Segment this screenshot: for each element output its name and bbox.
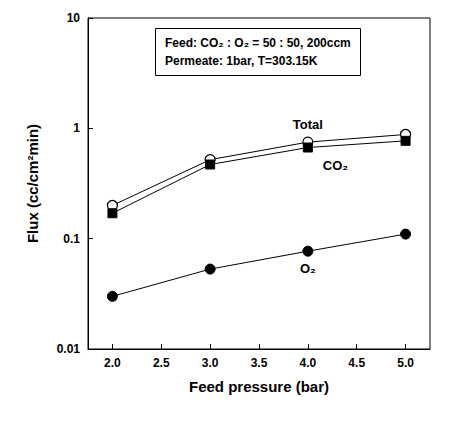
svg-text:Feed: CO₂ : O₂ = 50 : 50, 200c: Feed: CO₂ : O₂ = 50 : 50, 200ccm	[165, 36, 351, 50]
svg-text:4.0: 4.0	[300, 356, 317, 370]
svg-text:O₂: O₂	[300, 261, 316, 276]
svg-text:Total: Total	[293, 117, 323, 132]
svg-text:1: 1	[73, 121, 80, 135]
svg-text:3.5: 3.5	[251, 356, 268, 370]
svg-text:2.0: 2.0	[104, 356, 121, 370]
svg-text:Permeate: 1bar, T=303.15K: Permeate: 1bar, T=303.15K	[165, 54, 318, 68]
svg-text:10: 10	[67, 11, 81, 25]
svg-text:5.0: 5.0	[397, 356, 414, 370]
svg-text:2.5: 2.5	[153, 356, 170, 370]
svg-text:0.1: 0.1	[63, 232, 80, 246]
svg-text:Feed pressure (bar): Feed pressure (bar)	[189, 378, 329, 395]
svg-text:0.01: 0.01	[57, 342, 81, 356]
svg-text:3.0: 3.0	[202, 356, 219, 370]
svg-text:4.5: 4.5	[348, 356, 365, 370]
svg-text:Flux (cc/cm²min): Flux (cc/cm²min)	[24, 124, 41, 243]
svg-text:CO₂: CO₂	[323, 158, 349, 173]
